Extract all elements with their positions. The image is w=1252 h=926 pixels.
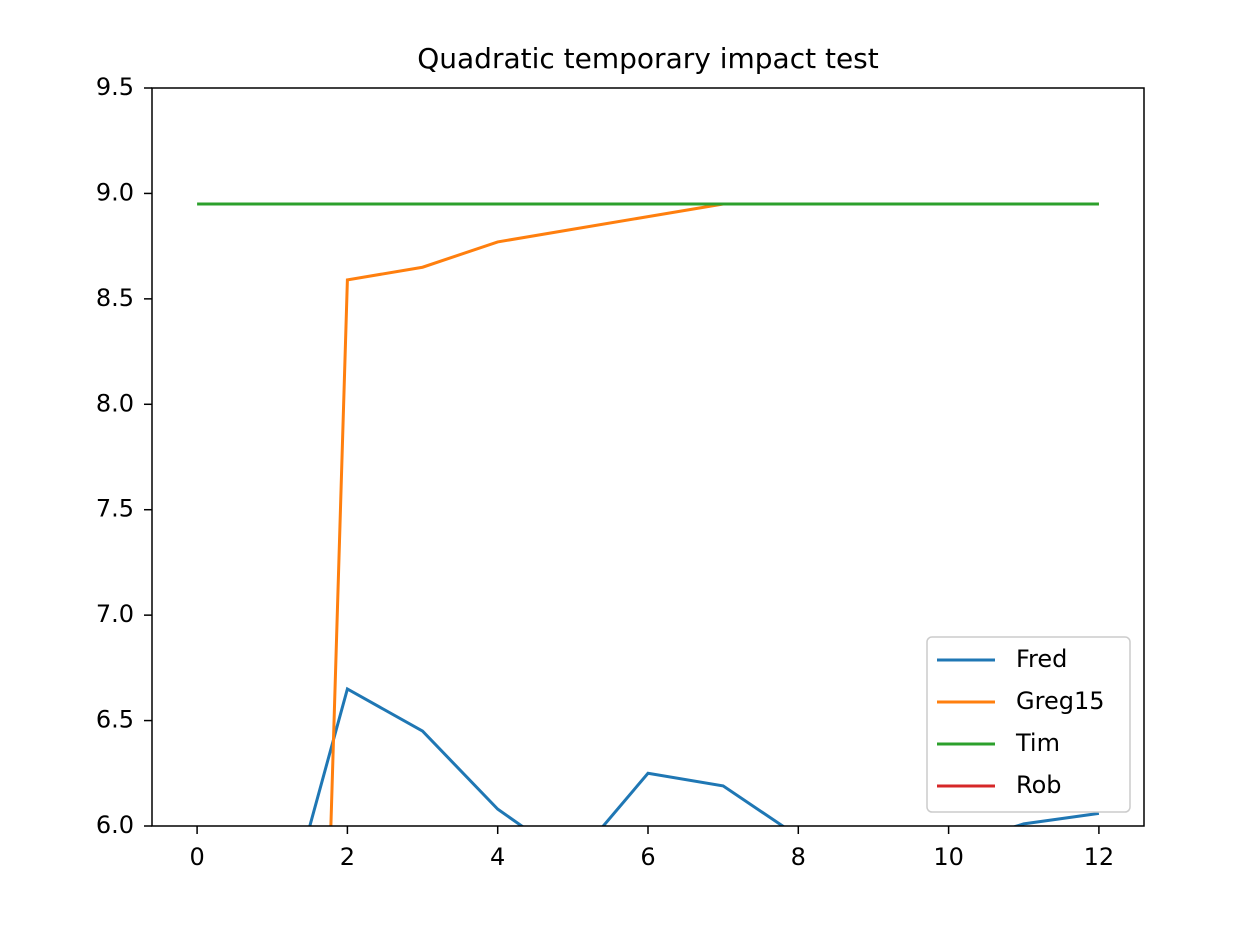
x-tick-label: 4 <box>490 843 505 871</box>
plot-area <box>197 202 1100 826</box>
x-tick-label: 8 <box>791 843 806 871</box>
x-tick-label: 0 <box>189 843 204 871</box>
series-line <box>329 202 1099 826</box>
y-tick-label: 6.5 <box>96 706 134 734</box>
series-line <box>308 686 1100 826</box>
y-tick-label: 7.5 <box>96 495 134 523</box>
legend-label: Tim <box>1015 729 1060 757</box>
y-tick-label: 8.5 <box>96 284 134 312</box>
legend-box <box>926 636 1131 813</box>
y-tick-label: 8.0 <box>96 389 134 417</box>
x-tick-label: 6 <box>640 843 655 871</box>
legend-label: Rob <box>1016 771 1062 799</box>
chart-title: Quadratic temporary impact test <box>417 42 879 75</box>
y-tick-label: 7.0 <box>96 600 134 628</box>
y-tick-label: 9.0 <box>96 178 134 206</box>
x-tick-label: 2 <box>340 843 355 871</box>
y-tick-label: 9.5 <box>96 73 134 101</box>
x-tick-label: 12 <box>1084 843 1115 871</box>
legend-label: Greg15 <box>1016 687 1104 715</box>
x-tick-label: 10 <box>933 843 964 871</box>
y-tick-label: 6.0 <box>96 811 134 839</box>
plot-frame <box>151 87 1145 827</box>
legend-label: Fred <box>1016 645 1067 673</box>
